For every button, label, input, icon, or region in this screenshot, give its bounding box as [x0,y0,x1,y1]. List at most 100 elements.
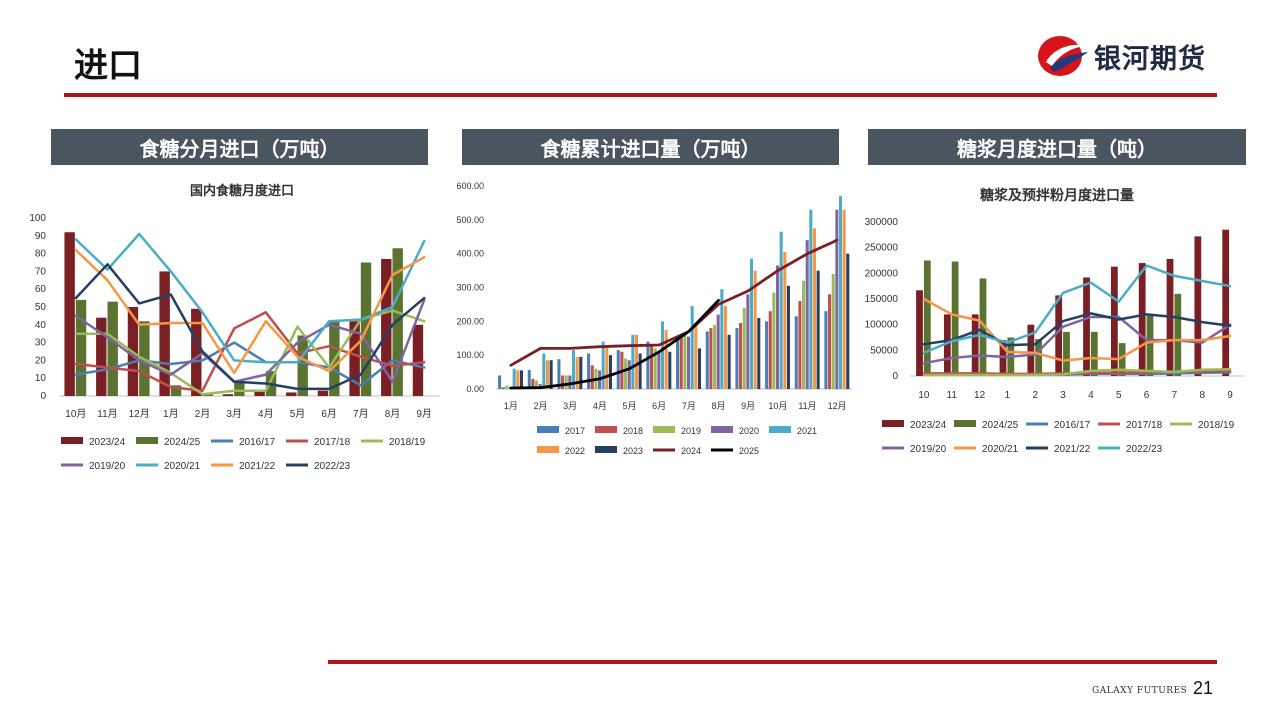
y-tick-label: 50000 [870,345,898,356]
line-series-2025 [509,299,720,390]
top-divider [64,93,1217,97]
bar-2021 [779,231,783,389]
bar-2023/24 [1055,295,1063,376]
legend-entry: 2017/18 [1126,420,1163,431]
bar-2017 [676,336,680,389]
x-tick-label: 1 [1005,390,1011,401]
bar-2024/25 [1035,339,1043,376]
bar-2023 [608,355,612,389]
y-tick-label: 500.00 [456,215,484,225]
line-series-2019/20 [74,298,426,384]
x-tick-label: 1月 [504,401,518,411]
bar-2021 [512,368,516,389]
y-tick-label: 50 [35,302,47,313]
x-tick-label: 7 [1172,390,1178,401]
bar-2022 [694,323,698,389]
legend-entry: 2018 [623,426,643,436]
legend-entry: 2019 [681,426,701,436]
bar-2020 [716,314,720,389]
bar-2019 [505,385,509,389]
bar-2020 [746,294,750,389]
y-tick-label: 90 [35,231,47,242]
x-tick-label: 2 [1032,390,1038,401]
bar-2021 [690,306,694,389]
line-series-2021/22 [74,248,426,375]
y-tick-label: 200.00 [456,316,484,326]
chart-cumulative-sugar-import: 0.00 100.00 200.00 300.00 400.00 500.00 600.00… [456,181,852,456]
bar-2024/25 [1063,331,1070,376]
bar-2023 [668,351,672,389]
x-tick-label: 2月 [195,408,211,420]
bar-2019 [683,334,687,389]
bar-2023/24 [1083,277,1090,376]
legend-swatch-2018 [595,426,617,433]
x-tick-label: 9月 [416,408,432,420]
bar-2023/24 [159,271,170,396]
legend-swatch-2019 [653,426,675,433]
bar-2018 [739,323,743,389]
bar-2023/24 [96,317,107,396]
bar-2023/24 [254,390,265,396]
bar-2023/24 [1194,236,1202,376]
bar-2019 [624,358,628,389]
legend-entry: 2024/25 [982,420,1019,431]
bar-2017 [646,341,650,389]
y-tick-label: 0 [892,371,898,382]
x-tick-label: 6月 [321,408,337,420]
bar-2021 [542,353,546,389]
y-tick-label: 400.00 [456,249,484,259]
page-number: 21 [1193,678,1214,698]
legend-entry: 2021 [797,426,817,436]
bar-2018 [798,301,802,389]
line-series-2021/22 [922,312,1232,347]
x-tick-label: 11 [947,390,958,401]
bar-2023/24 [1138,263,1146,376]
y-tick-label: 200000 [865,268,899,279]
bar-2021 [720,289,724,389]
bar-2024/25 [1174,293,1182,376]
bar-2023 [727,334,731,389]
bar-2020 [835,209,839,389]
y-tick-label: 70 [35,266,47,277]
x-tick-label: 11月 [97,408,117,420]
x-tick-label: 5月 [622,401,636,411]
legend-entry: 2022/23 [1126,444,1163,455]
bar-2024/25 [392,248,403,396]
legend-entry: 2023/24 [910,420,947,431]
bar-2020 [805,240,809,389]
legend-entry: 2018/19 [389,437,426,448]
bar-2023/24 [1222,229,1230,376]
bar-2022 [723,306,728,389]
x-tick-label: 9 [1227,390,1233,401]
y-tick-label: 60 [35,284,47,295]
bar-2017 [765,321,769,389]
legend-entry: 2020/21 [164,461,201,472]
bar-2022 [842,209,846,389]
x-tick-label: 6 [1144,390,1150,401]
bar-2017 [587,353,591,389]
legend-swatch-2023/24 [882,420,904,427]
line-series-2020/21 [922,297,1232,362]
y-tick-label: 10 [35,373,47,384]
bar-2023 [816,270,820,389]
bar-2021 [660,321,665,389]
x-tick-label: 6月 [652,401,666,411]
x-tick-label: 12月 [828,401,847,411]
x-tick-label: 12月 [129,408,150,420]
y-tick-label: 100.00 [456,350,484,360]
bar-2017 [527,370,531,389]
panel-header-monthly-import: 食糖分月进口（万吨） [51,129,428,165]
bar-2017 [794,316,798,389]
x-tick-label: 12 [974,390,986,401]
x-tick-label: 9月 [741,401,755,411]
line-series-2024 [509,238,839,367]
bar-2023/24 [64,232,75,396]
galaxy-logo-icon [1038,36,1088,76]
y-tick-label: 150000 [865,294,899,305]
y-tick-label: 300.00 [456,283,484,293]
bar-2019 [713,324,717,389]
bar-2024/25 [234,381,245,396]
bar-2017 [557,359,561,389]
bar-2018 [679,334,683,389]
bar-2017 [498,375,502,389]
